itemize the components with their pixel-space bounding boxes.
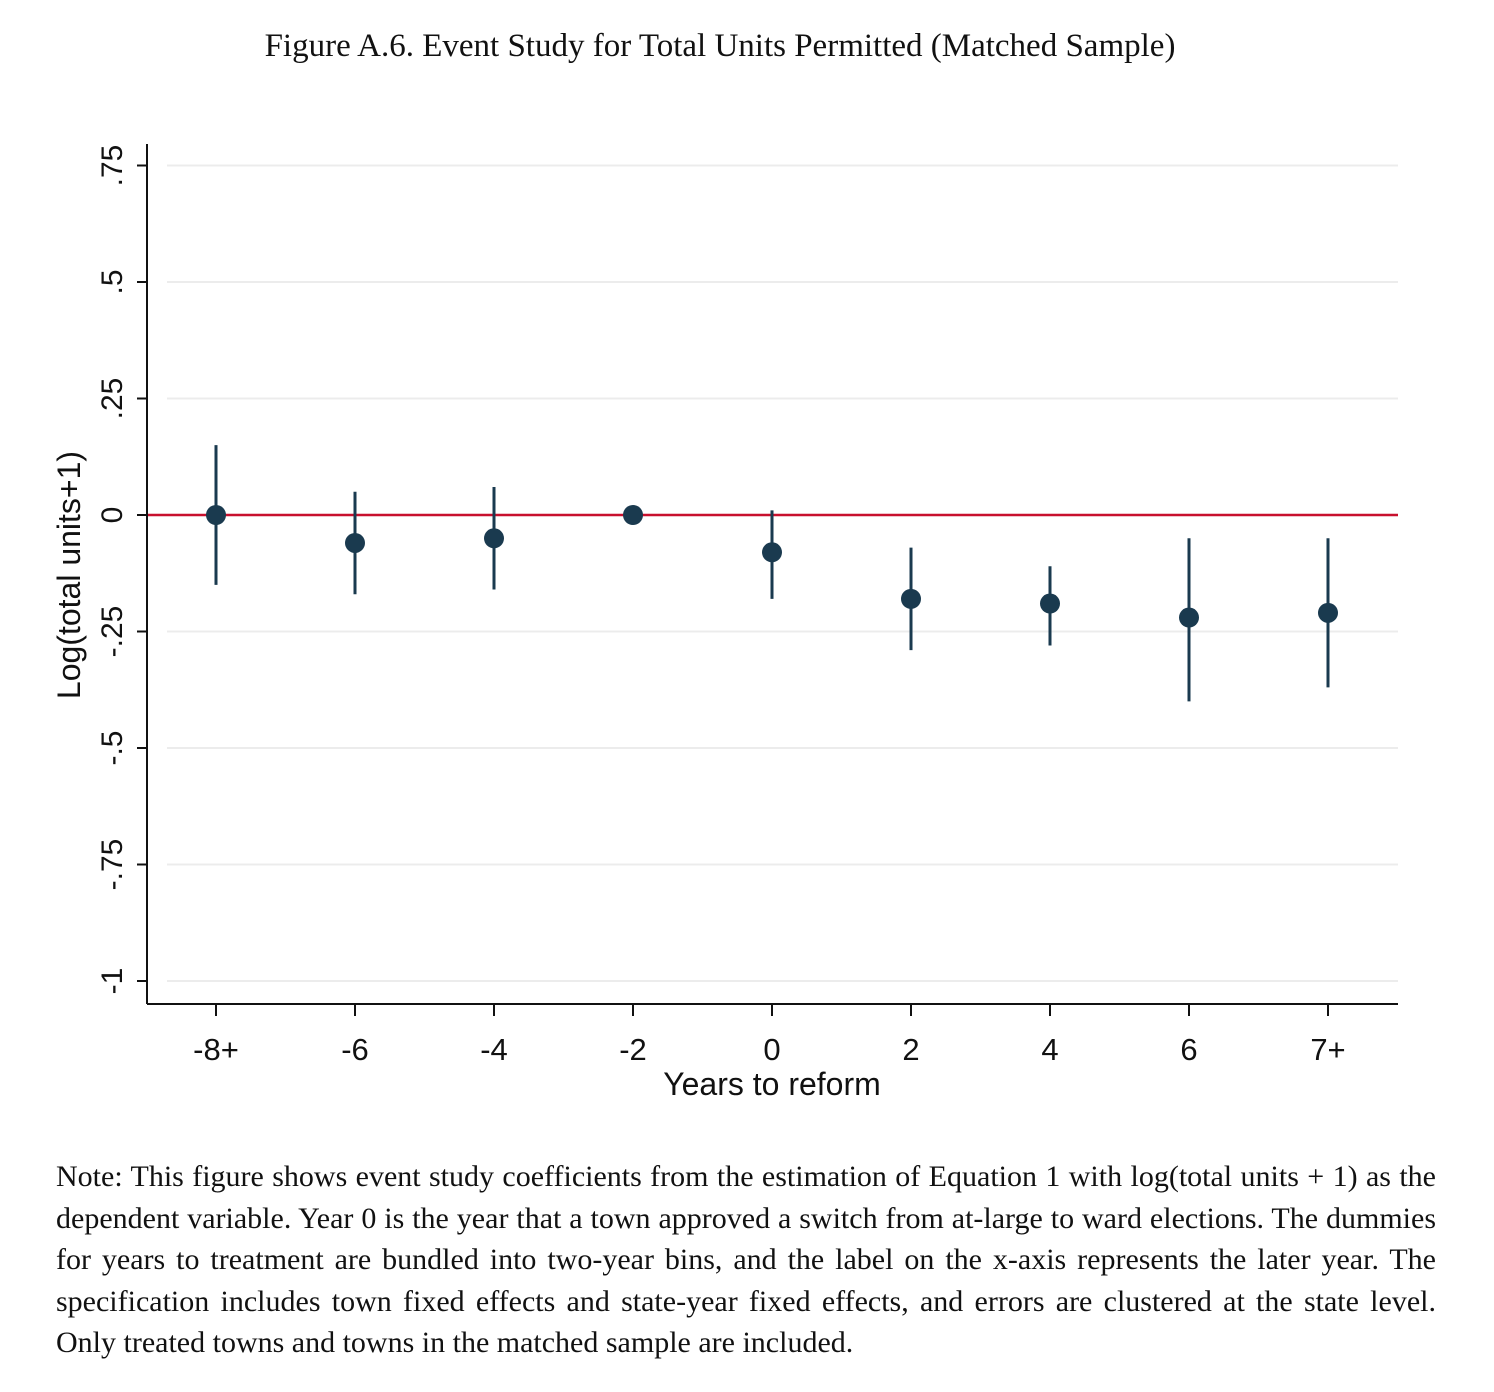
y-tick-label: -.75 xyxy=(96,839,129,891)
coefficient-point xyxy=(1040,593,1060,614)
y-tick-label: -.25 xyxy=(96,606,129,658)
y-tick-label: .75 xyxy=(96,145,129,187)
y-tick-label: -1 xyxy=(96,968,129,995)
x-ticks: -8+ -6 -4 -2 0 2 4 6 7+ xyxy=(193,1004,1346,1067)
x-tick-label: -4 xyxy=(480,1032,508,1067)
coefficient-point xyxy=(623,505,643,525)
figure-note: Note: This figure shows event study coef… xyxy=(56,1160,1436,1359)
x-tick-label: 4 xyxy=(1041,1032,1058,1067)
coefficient-point xyxy=(762,542,782,563)
x-tick-label: 7+ xyxy=(1310,1032,1345,1067)
y-tick-label: .25 xyxy=(96,378,129,420)
coefficient-point xyxy=(484,528,504,549)
figure-title: Figure A.6. Event Study for Total Units … xyxy=(264,28,1176,64)
x-tick-label: -6 xyxy=(341,1032,369,1067)
event-study-chart: -1 -.75 -.5 -.25 0 .25 .5 .75 -8+ -6 -4 -2 0 2 4 6 7+ Y… xyxy=(51,144,1398,1102)
x-tick-label: -8+ xyxy=(193,1032,239,1067)
y-tick-label: .5 xyxy=(96,269,129,294)
coefficient-point xyxy=(1179,607,1199,628)
data-marks xyxy=(206,445,1338,702)
x-axis-label: Years to reform xyxy=(663,1066,881,1102)
x-tick-label: 6 xyxy=(1180,1032,1197,1067)
x-tick-label: 2 xyxy=(902,1032,919,1067)
y-ticks: -1 -.75 -.5 -.25 0 .25 .5 .75 xyxy=(96,145,147,995)
x-tick-label: -2 xyxy=(619,1032,647,1067)
coefficient-point xyxy=(345,532,365,553)
y-axis-label: Log(total units+1) xyxy=(51,451,87,699)
coefficient-point xyxy=(1318,602,1338,623)
y-tick-label: -.5 xyxy=(96,730,129,765)
x-tick-label: 0 xyxy=(763,1032,780,1067)
y-tick-label: 0 xyxy=(96,507,129,524)
coefficient-point xyxy=(901,588,921,609)
gridlines xyxy=(167,164,1398,982)
coefficient-point xyxy=(206,505,226,525)
